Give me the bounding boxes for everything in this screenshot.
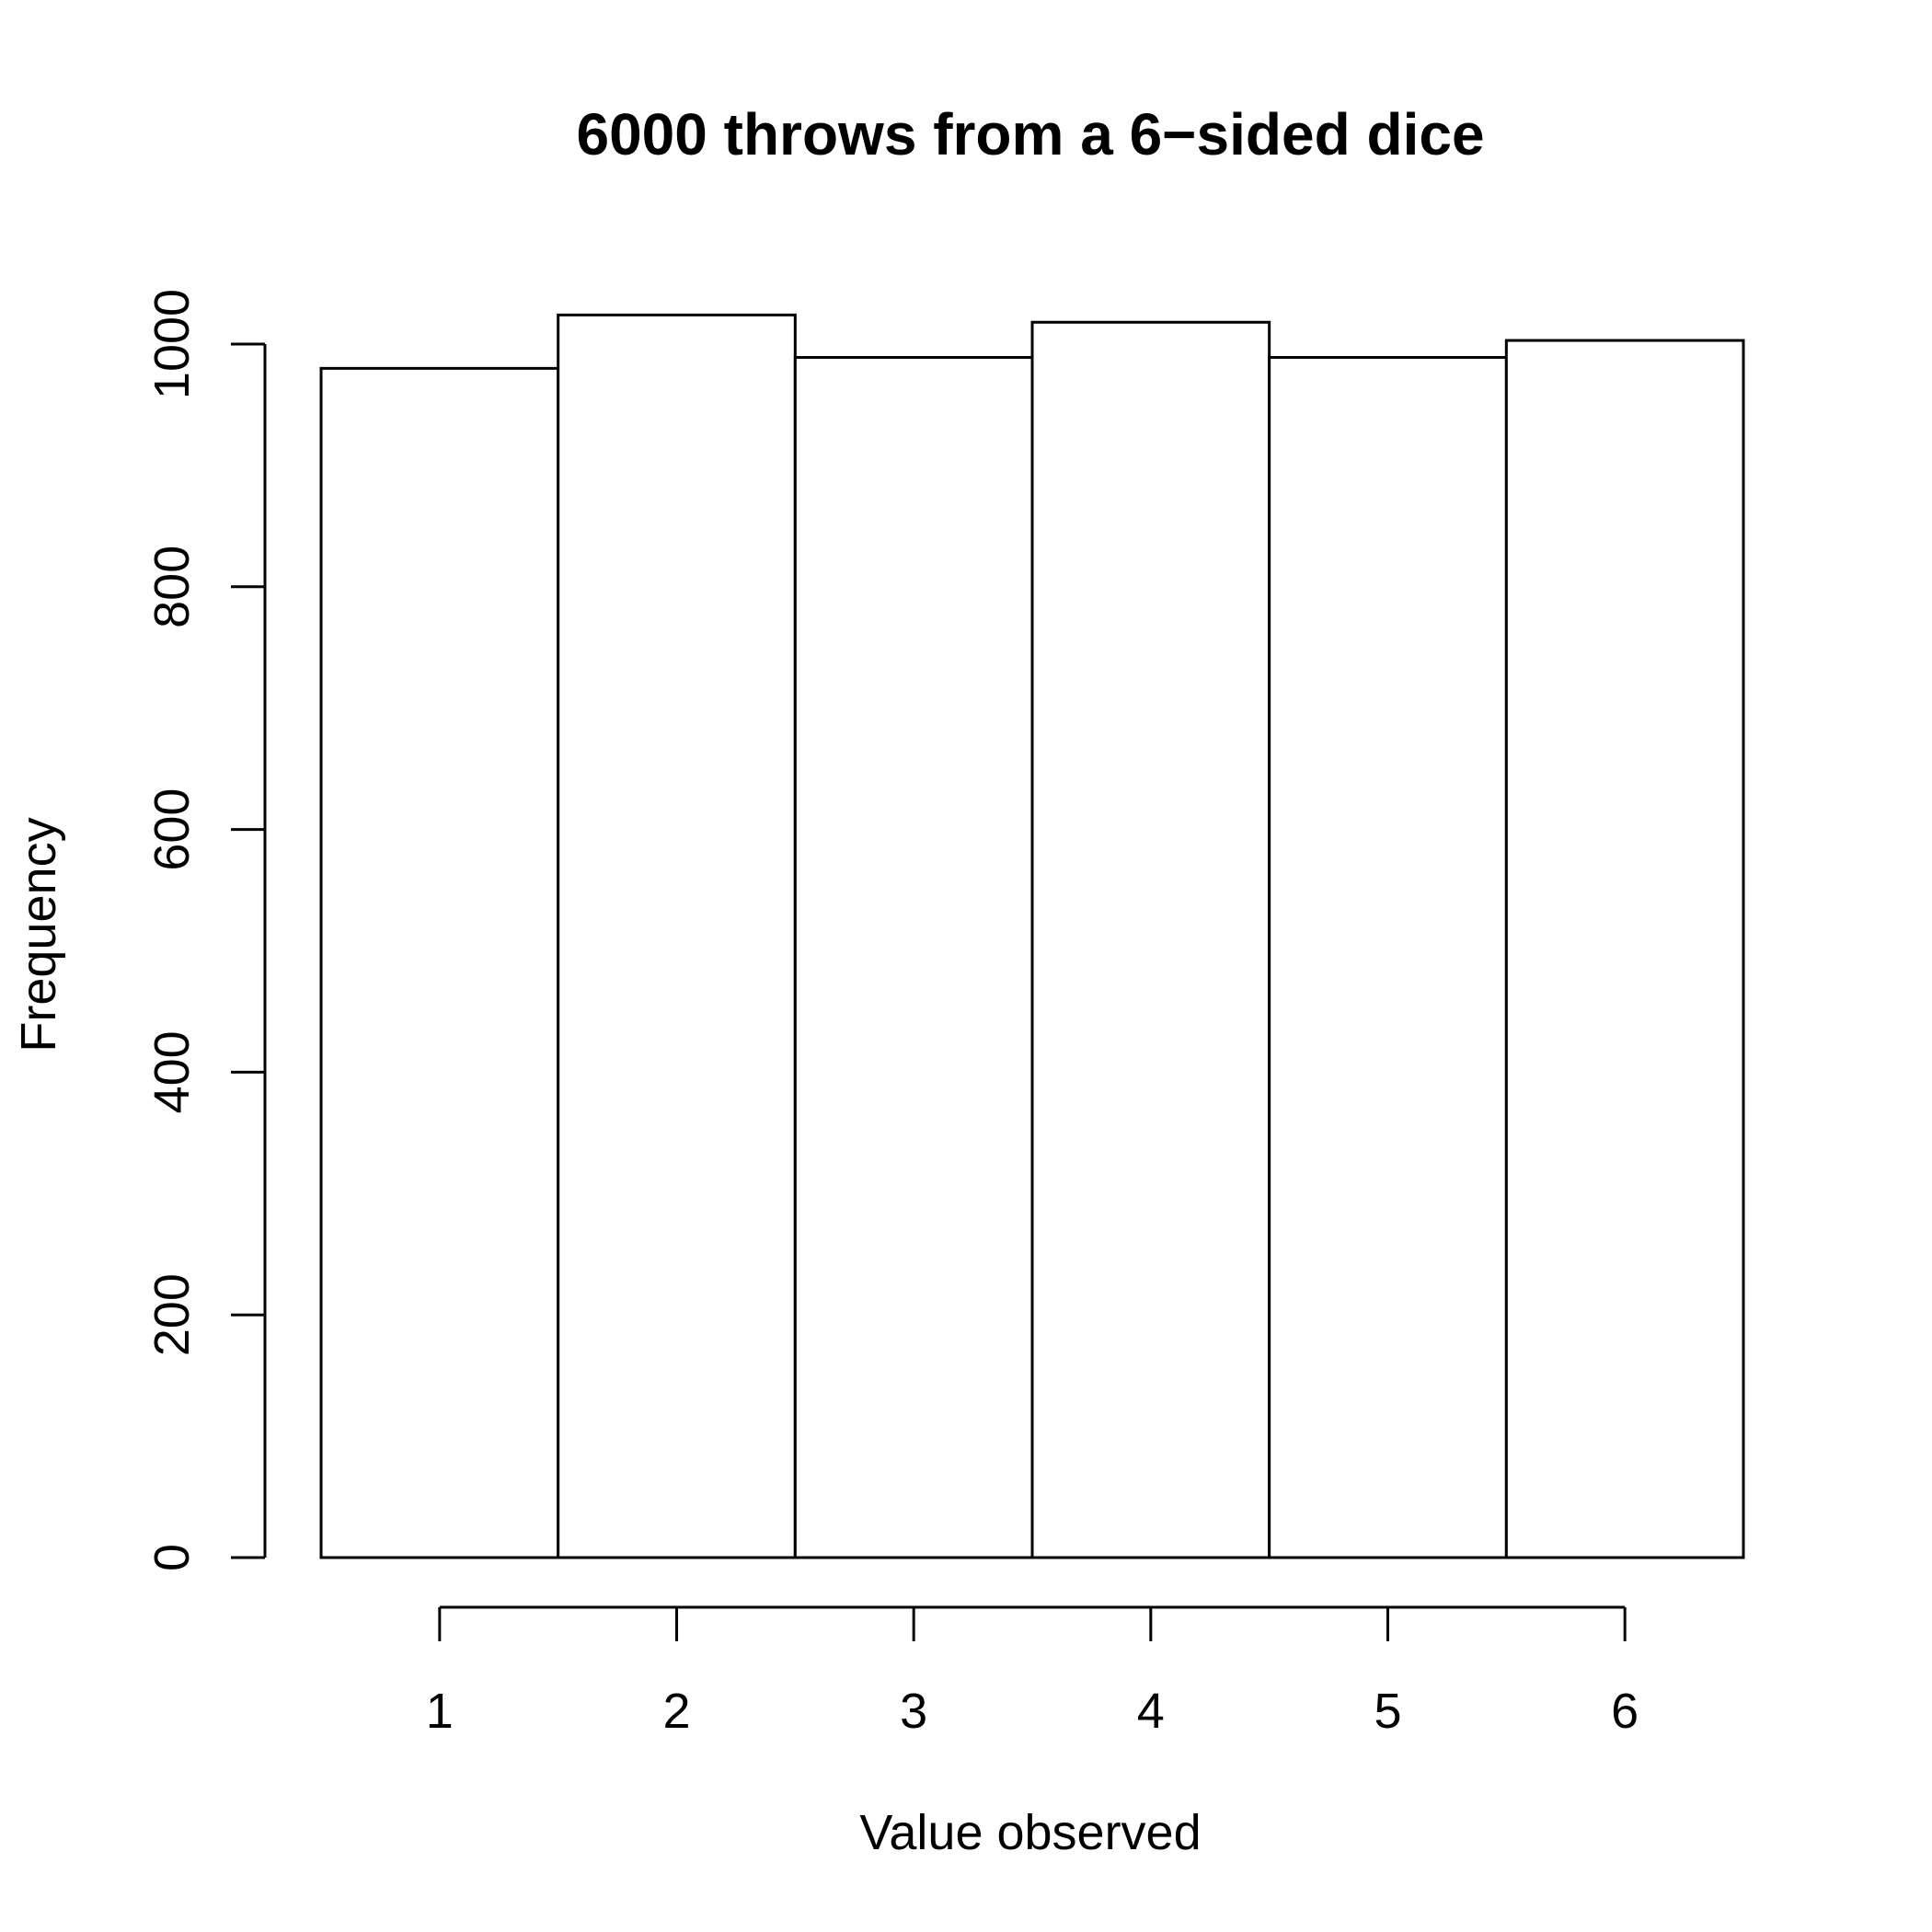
y-tick-label-400: 400	[144, 1030, 200, 1113]
bars-group	[319, 313, 1745, 1559]
bar-1	[319, 366, 560, 1559]
bar-5	[1268, 356, 1508, 1559]
x-tick-label-6: 6	[1611, 1684, 1639, 1739]
x-tick-label-4: 4	[1137, 1684, 1165, 1739]
y-tick-label-1000: 1000	[144, 289, 200, 399]
x-tick-label-3: 3	[900, 1684, 927, 1739]
chart-title: 6000 throws from a 6−sided dice	[576, 101, 1484, 167]
x-axis-label: Value observed	[859, 1805, 1201, 1860]
bar-6	[1504, 339, 1745, 1559]
bar-4	[1030, 320, 1271, 1559]
x-tick-label-5: 5	[1374, 1684, 1401, 1739]
y-tick-label-800: 800	[144, 546, 200, 628]
y-tick-label-600: 600	[144, 788, 200, 871]
x-axis: 1 2 3 4 5 6	[426, 1605, 1639, 1739]
bar-3	[793, 356, 1034, 1559]
y-tick-label-0: 0	[144, 1544, 200, 1571]
x-tick-label-2: 2	[662, 1684, 690, 1739]
y-axis: 0 200 400 600 800 1000	[144, 289, 267, 1571]
y-axis-label: Frequency	[11, 817, 66, 1052]
bar-2	[557, 313, 797, 1559]
x-tick-label-1: 1	[426, 1684, 454, 1739]
y-tick-label-200: 200	[144, 1273, 200, 1356]
